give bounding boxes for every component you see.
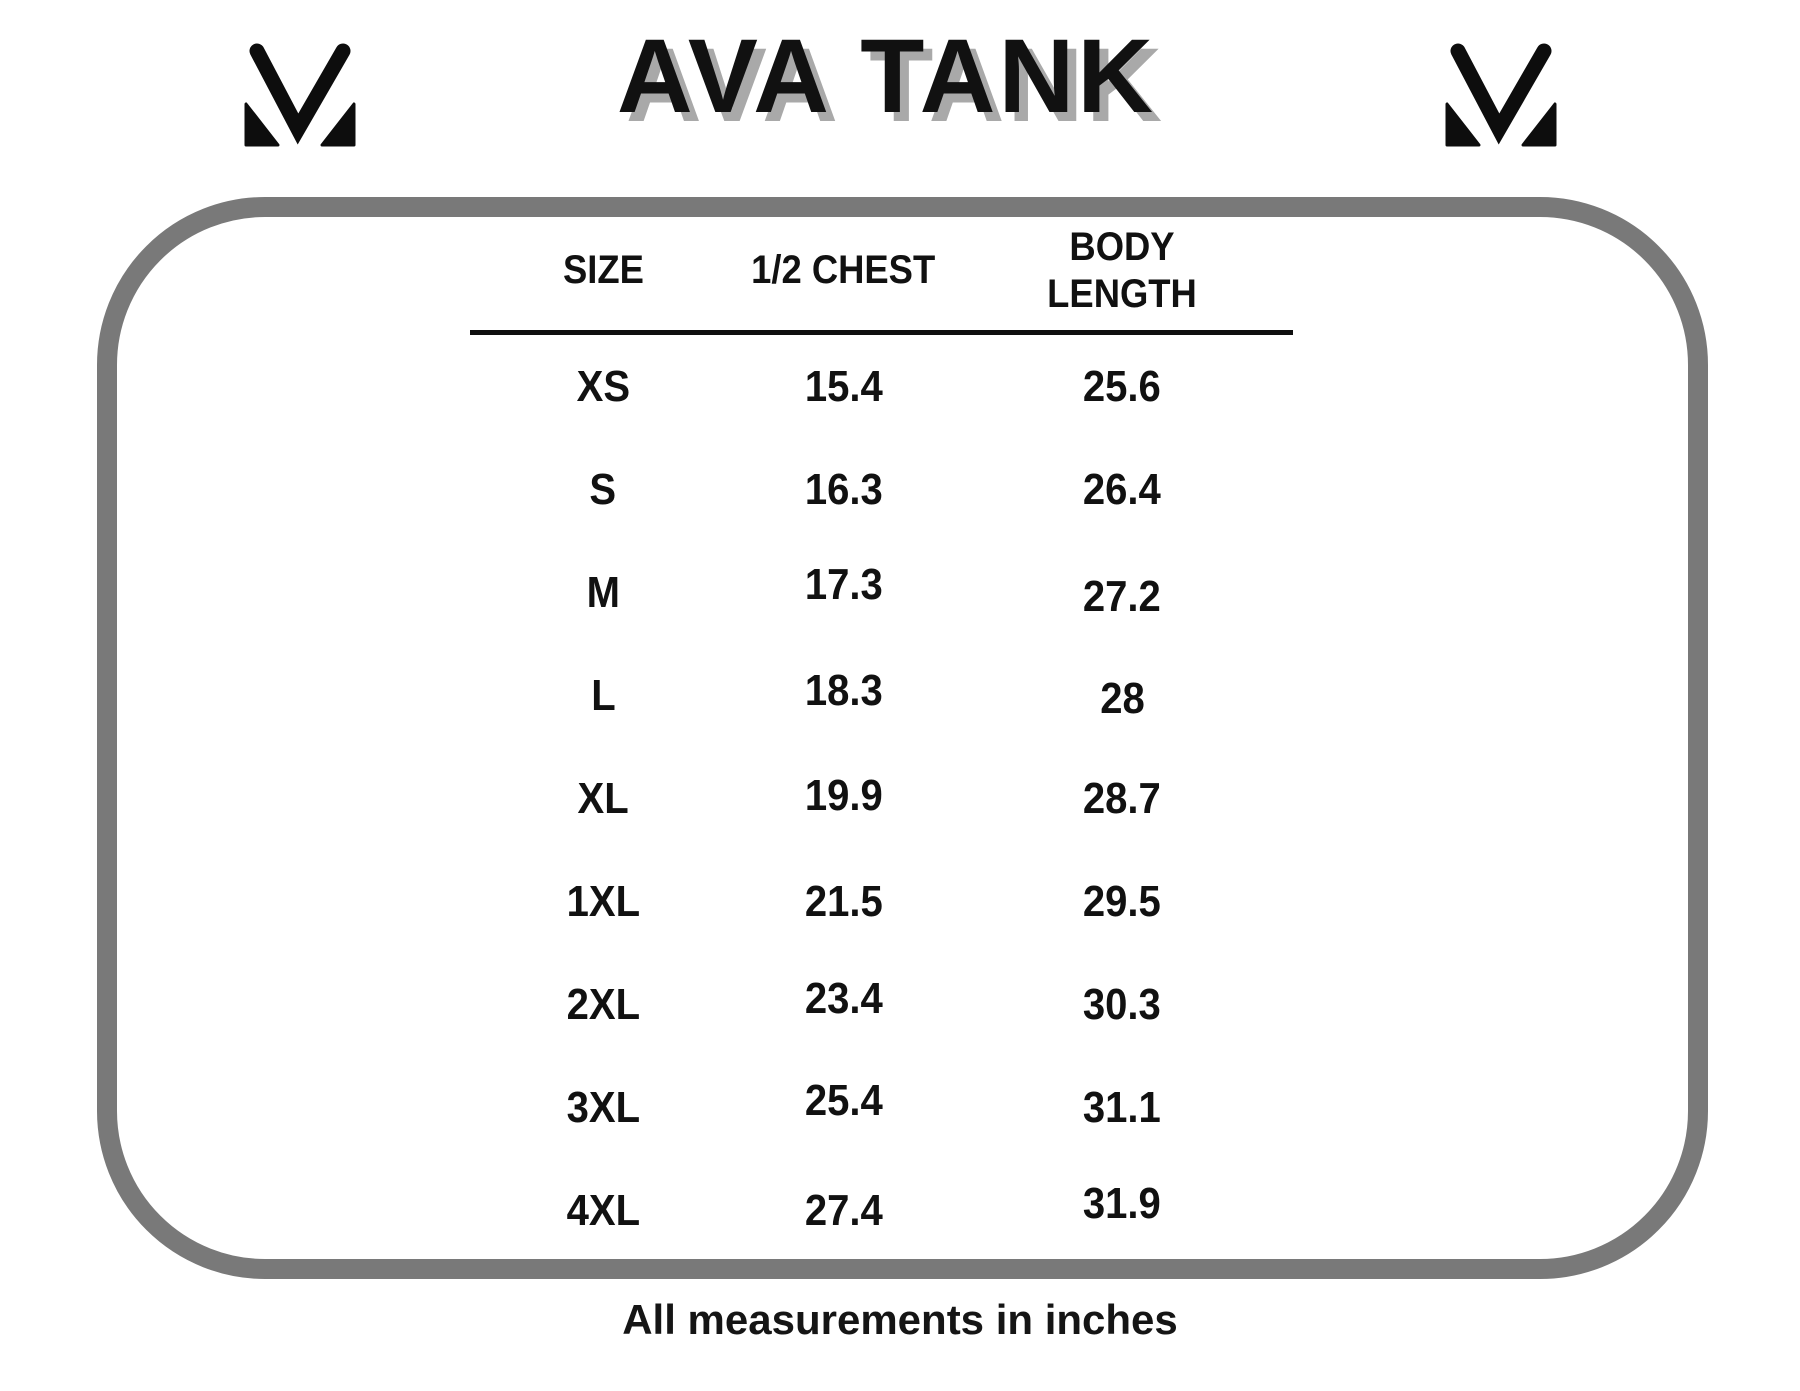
table-row: 4XL 27.4 31.9 (470, 1159, 1293, 1262)
size-cell: XS (470, 362, 736, 412)
chest-value: 15.4 (804, 361, 883, 411)
column-header-size-label: SIZE (562, 248, 644, 293)
column-header-half-chest-label: 1/2 CHEST (751, 248, 936, 293)
size-chart-table: SIZE 1/2 CHEST BODY LENGTH XS 15.4 25.6 … (470, 212, 1293, 1262)
table-row: L 18.3 28 (470, 644, 1293, 747)
size-value: L (590, 670, 616, 720)
mv-monogram-icon (1445, 43, 1557, 147)
length-cell: 30.3 (951, 980, 1293, 1030)
size-cell: M (470, 568, 736, 618)
column-header-body-length-label: BODY LENGTH (1047, 224, 1197, 316)
length-value: 26.4 (1083, 464, 1161, 514)
size-value: 4XL (566, 1185, 640, 1235)
length-value: 30.3 (1083, 979, 1161, 1029)
chest-value: 16.3 (804, 464, 883, 514)
length-cell: 26.4 (951, 465, 1293, 515)
chest-cell: 16.3 (736, 465, 951, 515)
size-value: 2XL (566, 979, 640, 1029)
length-value: 31.9 (1083, 1178, 1161, 1228)
size-cell: S (470, 465, 736, 515)
column-header-size: SIZE (470, 247, 736, 294)
length-value: 28.7 (1083, 773, 1161, 823)
chest-value: 19.9 (804, 770, 883, 820)
size-value: XS (576, 361, 630, 411)
mv-monogram-icon (244, 43, 356, 147)
size-cell: 2XL (470, 980, 736, 1030)
size-cell: 3XL (470, 1083, 736, 1133)
chest-cell: 18.3 (736, 666, 951, 721)
brand-logo-right (1443, 42, 1559, 150)
length-cell: 25.6 (951, 362, 1293, 412)
chest-value: 18.3 (804, 665, 883, 715)
size-value: M (586, 567, 620, 617)
table-row: 1XL 21.5 29.5 (470, 850, 1293, 953)
chest-cell: 25.4 (736, 1076, 951, 1133)
chest-cell: 21.5 (736, 877, 951, 927)
length-cell: 27.2 (951, 568, 1293, 621)
brand-logo-left (242, 42, 358, 150)
chest-value: 27.4 (804, 1185, 883, 1235)
length-cell: 28.7 (951, 774, 1293, 824)
length-value: 31.1 (1083, 1082, 1161, 1132)
chest-cell: 15.4 (736, 362, 951, 412)
length-value: 29.5 (1083, 876, 1161, 926)
length-value: 27.2 (1083, 571, 1161, 621)
size-value: 3XL (566, 1082, 640, 1132)
measurements-note: All measurements in inches (622, 1296, 1178, 1343)
size-cell: 1XL (470, 877, 736, 927)
chest-cell: 27.4 (736, 1186, 951, 1236)
size-value: XL (577, 773, 629, 823)
table-row: 2XL 23.4 30.3 (470, 953, 1293, 1056)
column-header-body-length: BODY LENGTH (951, 224, 1293, 318)
chest-cell: 19.9 (736, 770, 951, 824)
column-header-half-chest: 1/2 CHEST (736, 247, 951, 294)
table-row: 3XL 25.4 31.1 (470, 1056, 1293, 1159)
size-value: 1XL (566, 876, 640, 926)
table-header-row: SIZE 1/2 CHEST BODY LENGTH (470, 212, 1293, 335)
size-value: S (589, 464, 617, 514)
table-body: XS 15.4 25.6 S 16.3 26.4 M 17.3 27.2 L 1… (470, 335, 1293, 1262)
page-title: AVA TANK (616, 18, 1157, 135)
table-row: M 17.3 27.2 (470, 541, 1293, 644)
chest-value: 25.4 (804, 1075, 883, 1125)
size-chart-frame (97, 197, 1708, 1279)
chest-cell: 17.3 (736, 560, 951, 618)
table-row: XL 19.9 28.7 (470, 747, 1293, 850)
chest-cell: 23.4 (736, 974, 951, 1030)
length-cell: 31.1 (951, 1083, 1293, 1133)
length-value: 25.6 (1083, 361, 1161, 411)
length-cell: 31.9 (951, 1179, 1293, 1236)
size-cell: XL (470, 774, 736, 824)
length-cell: 29.5 (951, 877, 1293, 927)
chest-value: 17.3 (804, 559, 883, 609)
size-cell: L (470, 671, 736, 721)
table-row: XS 15.4 25.6 (470, 335, 1293, 438)
length-value: 28 (1099, 673, 1145, 723)
chest-value: 21.5 (804, 876, 883, 926)
chest-value: 23.4 (804, 973, 883, 1023)
size-cell: 4XL (470, 1186, 736, 1236)
length-cell: 28 (951, 671, 1293, 723)
table-row: S 16.3 26.4 (470, 438, 1293, 541)
